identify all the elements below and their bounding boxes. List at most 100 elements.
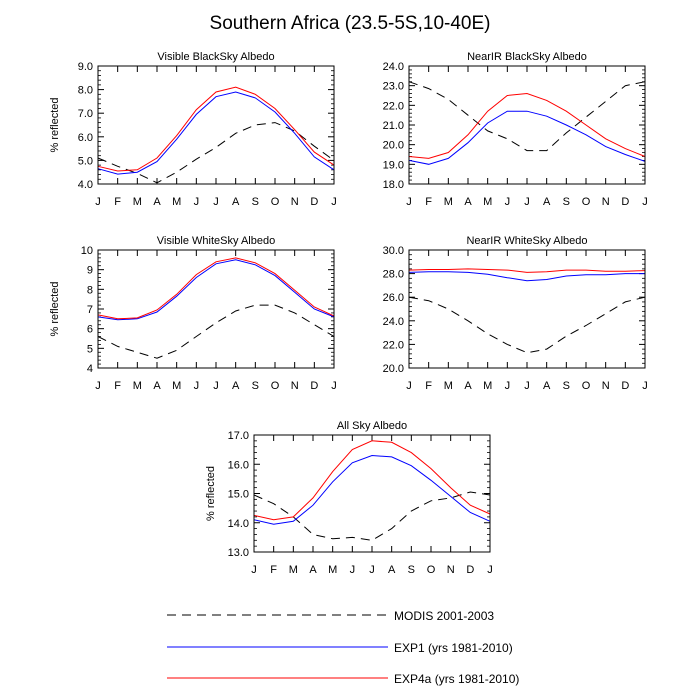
- x-tick-label: J: [524, 380, 530, 392]
- x-tick-label: J: [642, 196, 648, 208]
- x-tick-label: J: [331, 196, 337, 208]
- x-tick-label: J: [213, 196, 219, 208]
- y-tick-label: 9.0: [78, 61, 93, 73]
- y-tick-label: 8: [87, 284, 93, 296]
- x-tick-label: J: [350, 564, 356, 576]
- x-tick-label: S: [408, 564, 415, 576]
- x-tick-label: J: [331, 380, 337, 392]
- y-tick-label: 7.0: [78, 108, 93, 120]
- x-tick-label: A: [232, 196, 240, 208]
- series-line-exp1: [97, 91, 335, 175]
- x-tick-label: J: [213, 380, 219, 392]
- x-tick-label: F: [270, 564, 277, 576]
- x-tick-label: N: [447, 564, 455, 576]
- y-tick-label: 5: [87, 343, 93, 355]
- y-tick-label: 4.0: [78, 179, 93, 191]
- x-tick-label: N: [602, 196, 610, 208]
- x-tick-label: O: [271, 196, 280, 208]
- panel-title: NearIR WhiteSky Albedo: [466, 235, 587, 247]
- x-tick-label: M: [133, 196, 142, 208]
- x-tick-label: J: [642, 380, 648, 392]
- x-tick-label: M: [172, 196, 181, 208]
- series-line-modis: [97, 122, 335, 184]
- plot-frame: [97, 65, 335, 185]
- y-tick-label: 8.0: [78, 85, 93, 97]
- y-tick-label: 15.0: [228, 489, 249, 501]
- legend-label-modis: MODIS 2001-2003: [394, 609, 495, 623]
- x-tick-label: J: [251, 564, 257, 576]
- x-tick-label: J: [406, 196, 412, 208]
- y-axis-label: % reflected: [205, 466, 217, 521]
- series-line-exp1: [408, 271, 645, 282]
- x-tick-label: F: [425, 380, 432, 392]
- y-tick-label: 7: [87, 304, 93, 316]
- y-tick-label: 6.0: [78, 132, 93, 144]
- series-line-exp4a: [97, 86, 335, 172]
- y-tick-label: 4: [87, 363, 93, 375]
- x-tick-label: J: [505, 196, 511, 208]
- plot-frame: [408, 249, 646, 369]
- y-axis-label: % reflected: [49, 97, 61, 152]
- x-tick-label: M: [444, 196, 453, 208]
- series-line-exp1: [97, 259, 335, 321]
- x-tick-label: O: [427, 564, 436, 576]
- series-line-modis: [97, 304, 335, 359]
- y-tick-label: 17.0: [228, 430, 249, 442]
- y-tick-label: 30.0: [383, 245, 404, 257]
- x-tick-label: J: [487, 564, 493, 576]
- x-tick-label: D: [466, 564, 474, 576]
- x-tick-label: D: [310, 380, 318, 392]
- series-line-exp1: [408, 110, 646, 165]
- x-tick-label: O: [582, 380, 591, 392]
- legend-label-exp4a: EXP4a (yrs 1981-2010): [394, 672, 520, 686]
- x-tick-label: F: [425, 196, 432, 208]
- y-tick-label: 13.0: [228, 547, 249, 559]
- y-tick-label: 19.0: [383, 159, 404, 171]
- x-tick-label: S: [563, 380, 570, 392]
- series-line-exp4a: [253, 440, 491, 521]
- x-tick-label: F: [114, 196, 121, 208]
- y-tick-label: 5.0: [78, 155, 93, 167]
- x-tick-label: F: [114, 380, 121, 392]
- y-tick-label: 14.0: [228, 518, 249, 530]
- x-tick-label: A: [543, 380, 551, 392]
- x-tick-label: A: [464, 380, 472, 392]
- y-tick-label: 6: [87, 324, 93, 336]
- x-tick-label: N: [602, 380, 610, 392]
- x-tick-label: M: [483, 196, 492, 208]
- x-tick-label: S: [252, 380, 259, 392]
- x-tick-label: A: [153, 380, 161, 392]
- x-tick-label: M: [444, 380, 453, 392]
- x-tick-label: M: [328, 564, 337, 576]
- series-line-exp1: [253, 454, 491, 525]
- chart-panel-4: NearIR WhiteSky Albedo 20.0 22.0 24.0 26.0 28…: [383, 235, 648, 392]
- y-tick-label: 23.0: [383, 81, 404, 93]
- y-tick-label: 18.0: [383, 179, 404, 191]
- y-tick-label: 24.0: [383, 316, 404, 328]
- x-tick-label: N: [291, 196, 299, 208]
- x-tick-label: S: [563, 196, 570, 208]
- x-tick-label: D: [310, 196, 318, 208]
- y-tick-label: 9: [87, 265, 93, 277]
- x-tick-label: D: [621, 380, 629, 392]
- y-tick-label: 28.0: [383, 269, 404, 281]
- y-tick-label: 22.0: [383, 100, 404, 112]
- x-tick-label: N: [291, 380, 299, 392]
- x-tick-label: A: [464, 196, 472, 208]
- y-tick-label: 22.0: [383, 339, 404, 351]
- legend-label-exp1: EXP1 (yrs 1981-2010): [394, 641, 513, 655]
- y-tick-label: 10: [81, 245, 93, 257]
- y-axis-label: % reflected: [49, 281, 61, 336]
- chart-panel-2: NearIR BlackSky Albedo 18.0 19.0 20.0 21.0 22…: [383, 51, 648, 208]
- panel-title: NearIR BlackSky Albedo: [467, 51, 587, 63]
- plot-frame: [408, 65, 646, 185]
- x-tick-label: J: [194, 380, 200, 392]
- series-line-exp4a: [97, 257, 335, 320]
- x-tick-label: A: [309, 564, 317, 576]
- x-tick-label: O: [582, 196, 591, 208]
- y-tick-label: 20.0: [383, 140, 404, 152]
- x-tick-label: D: [621, 196, 629, 208]
- x-tick-label: M: [289, 564, 298, 576]
- y-tick-label: 20.0: [383, 363, 404, 375]
